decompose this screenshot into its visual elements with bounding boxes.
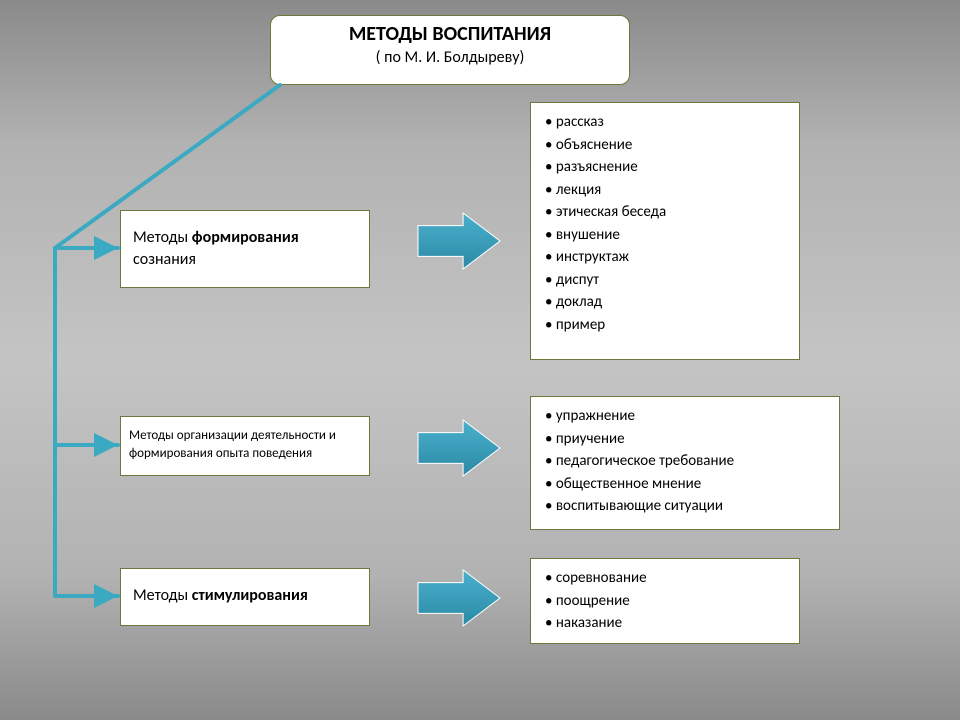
detail-item: поощрение bbox=[545, 590, 785, 613]
detail-item: воспитывающие ситуации bbox=[545, 495, 825, 518]
detail-item: объяснение bbox=[545, 134, 785, 157]
detail-item: внушение bbox=[545, 224, 785, 247]
category-label-1: Методы организации деятельности и формир… bbox=[121, 417, 369, 472]
detail-item: общественное мнение bbox=[545, 473, 825, 496]
detail-item: лекция bbox=[545, 179, 785, 202]
title-main: МЕТОДЫ ВОСПИТАНИЯ bbox=[271, 22, 629, 46]
category-box-1: Методы организации деятельности и формир… bbox=[120, 416, 370, 476]
title-box: МЕТОДЫ ВОСПИТАНИЯ ( по М. И. Болдыреву) bbox=[270, 15, 630, 85]
detail-list-1: упражнениеприучениепедагогическое требов… bbox=[531, 397, 839, 526]
detail-item: рассказ bbox=[545, 111, 785, 134]
detail-item: этическая беседа bbox=[545, 201, 785, 224]
detail-item: педагогическое требование bbox=[545, 450, 825, 473]
detail-list-0: рассказобъяснениеразъяснениелекцияэтичес… bbox=[531, 103, 799, 344]
category-label-2: Методы стимулирования bbox=[121, 569, 369, 623]
detail-item: приучение bbox=[545, 428, 825, 451]
detail-box-2: соревнованиепоощрениенаказание bbox=[530, 558, 800, 644]
detail-list-2: соревнованиепоощрениенаказание bbox=[531, 559, 799, 643]
category-box-2: Методы стимулирования bbox=[120, 568, 370, 626]
detail-item: диспут bbox=[545, 269, 785, 292]
detail-item: упражнение bbox=[545, 405, 825, 428]
title-sub: ( по М. И. Болдыреву) bbox=[271, 48, 629, 67]
detail-item: разъяснение bbox=[545, 156, 785, 179]
detail-box-0: рассказобъяснениеразъяснениелекцияэтичес… bbox=[530, 102, 800, 360]
detail-item: доклад bbox=[545, 291, 785, 314]
detail-item: инструктаж bbox=[545, 246, 785, 269]
block-arrow-1 bbox=[418, 420, 500, 476]
block-arrow-2 bbox=[418, 570, 500, 626]
detail-item: пример bbox=[545, 314, 785, 337]
detail-box-1: упражнениеприучениепедагогическое требов… bbox=[530, 396, 840, 530]
category-label-0: Методы формирования сознания bbox=[121, 211, 369, 286]
detail-item: наказание bbox=[545, 612, 785, 635]
detail-item: соревнование bbox=[545, 567, 785, 590]
category-box-0: Методы формирования сознания bbox=[120, 210, 370, 288]
block-arrow-0 bbox=[418, 213, 500, 269]
